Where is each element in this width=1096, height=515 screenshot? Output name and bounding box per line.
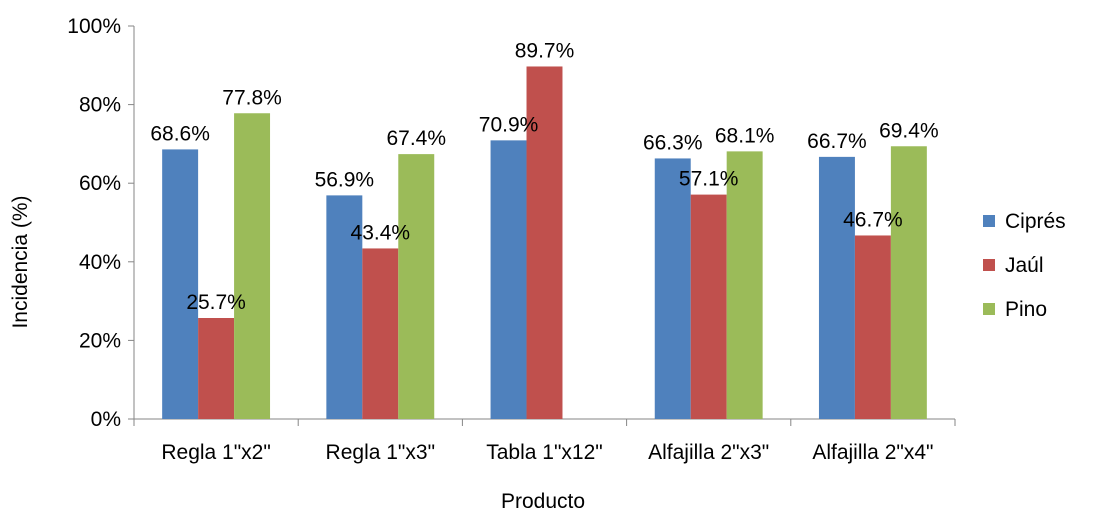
legend-swatch [983, 259, 995, 271]
bar [162, 149, 199, 419]
y-tick-label: 0% [91, 408, 121, 431]
bar [398, 154, 435, 419]
x-tick-label: Alfajilla 2"x4" [812, 441, 933, 464]
data-label: 25.7% [186, 291, 246, 314]
x-tick-label: Alfajilla 2"x3" [648, 441, 769, 464]
y-tick-label: 60% [79, 172, 121, 195]
legend-label: Jaúl [1005, 254, 1044, 277]
bar [654, 158, 691, 419]
x-tick-label: Tabla 1"x12" [486, 441, 602, 464]
data-label: 43.4% [351, 221, 411, 244]
bar [362, 248, 399, 419]
data-label: 70.9% [479, 113, 539, 136]
legend-swatch [983, 303, 995, 315]
legend-swatch [983, 215, 995, 227]
bar [726, 151, 763, 419]
data-label: 68.1% [715, 124, 775, 147]
bar [690, 194, 727, 419]
chart-data-labels: 68.6% 56.9% 70.9% 66.3% 66.7% 25.7% 43.4% 89.7%… [150, 39, 938, 314]
data-label: 66.7% [807, 130, 867, 153]
chart-legend: Ciprés Jaúl Pino [983, 210, 1066, 321]
bar [526, 66, 563, 419]
data-label: 89.7% [515, 39, 575, 62]
y-tick-label: 40% [79, 251, 121, 274]
legend-label: Ciprés [1005, 210, 1066, 233]
chart-axes: 0% 20% 40% 60% 80% 100% Regla 1"x2" Regla 1"x3"… [67, 15, 956, 464]
bar [198, 318, 235, 419]
y-axis-title: Incidencia (%) [9, 195, 32, 328]
data-label: 67.4% [386, 127, 446, 150]
chart-bars [162, 66, 927, 420]
bar [326, 195, 363, 419]
data-label: 46.7% [843, 208, 903, 231]
data-label: 57.1% [679, 168, 739, 191]
x-axis-title: Producto [501, 490, 585, 513]
data-label: 68.6% [150, 122, 210, 145]
x-tick-label: Regla 1"x2" [161, 441, 270, 464]
bar [490, 140, 527, 420]
bar [818, 156, 855, 419]
data-label: 77.8% [222, 86, 282, 109]
y-tick-label: 20% [79, 329, 121, 352]
bar [890, 146, 927, 419]
data-label: 56.9% [315, 168, 375, 191]
y-tick-label: 100% [67, 15, 121, 38]
y-tick-label: 80% [79, 94, 121, 117]
bar [234, 113, 271, 419]
x-tick-label: Regla 1"x3" [326, 441, 435, 464]
legend-label: Pino [1005, 298, 1047, 321]
bar [854, 235, 891, 419]
data-label: 66.3% [643, 131, 703, 154]
data-label: 69.4% [879, 119, 939, 142]
